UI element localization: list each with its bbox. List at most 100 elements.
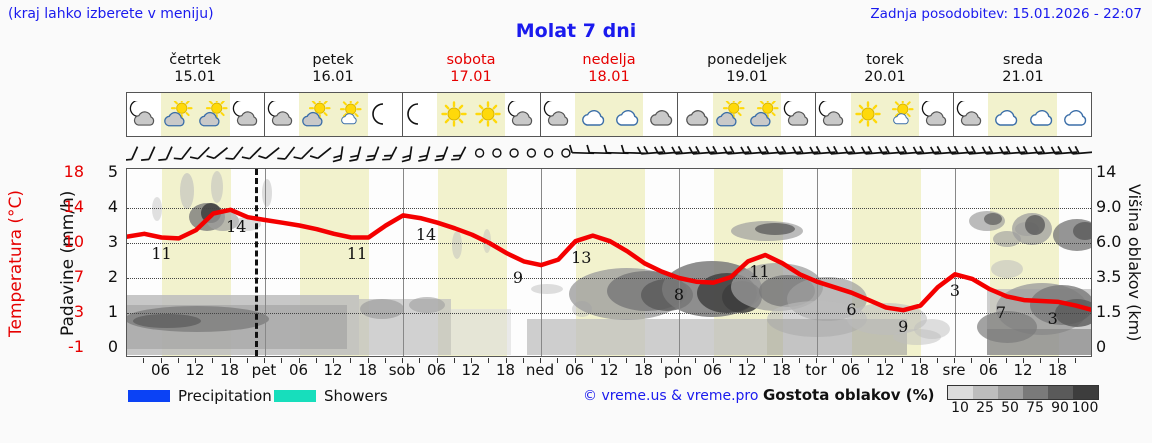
x-axis-tick-mark (867, 358, 869, 363)
icon-day-2 (265, 93, 403, 136)
icon-day-5 (678, 93, 817, 136)
page-title: Molat 7 dni (515, 20, 637, 42)
x-axis-tick-mark (350, 358, 352, 363)
x-axis-tick-mark (919, 358, 921, 363)
cloud-density-colorbar-segment (948, 386, 973, 399)
axis-tick: 4 (107, 197, 118, 216)
cloud-density-field (127, 171, 1091, 355)
x-axis-tick-mark (540, 358, 541, 363)
x-axis-tick-mark (833, 358, 835, 363)
temperature-point-label: 6 (846, 299, 857, 319)
temperature-point-label: 11 (346, 244, 368, 264)
axis-tick: 3 (73, 302, 84, 321)
weather-icon-cell (436, 93, 472, 136)
weather-icon-cell (541, 93, 575, 136)
cloud-density-tick-label: 90 (1051, 400, 1069, 416)
x-axis-tick-mark (591, 358, 593, 363)
precipitation-swatch (128, 390, 170, 402)
day-header-5: ponedeljek 19.01 (678, 52, 816, 92)
x-axis-tick-label: 18 (495, 361, 516, 379)
moon-cloud-icon (921, 99, 951, 129)
x-axis-tick-mark (367, 358, 369, 363)
day-date: 17.01 (450, 69, 492, 85)
cloud-density-colorbar (947, 385, 1099, 400)
moon-cloud-icon (956, 99, 986, 129)
moon-cloud-icon (818, 99, 848, 129)
gridline (127, 313, 1091, 314)
day-header-7: sreda 21.01 (954, 52, 1092, 92)
day-separator (955, 169, 956, 356)
x-axis-tick-label: 06 (426, 361, 447, 379)
gridline (127, 278, 1091, 279)
sun-cloud-icon (301, 96, 331, 129)
weather-icon-cell (816, 93, 850, 136)
day-date: 16.01 (312, 69, 354, 85)
axis-tick: 7 (73, 267, 84, 286)
precipitation-legend-label: Precipitation (178, 387, 272, 405)
weather-icon-cell (643, 93, 677, 136)
moon-cloud-icon (232, 99, 262, 129)
x-axis-tick-label: 18 (357, 361, 378, 379)
sun-cloud-icon (198, 96, 228, 129)
icon-day-4 (541, 93, 679, 136)
temperature-point-label: 13 (571, 248, 592, 268)
day-name: torek (866, 52, 904, 68)
x-axis-tick-label: 12 (185, 361, 205, 379)
x-axis-tick-mark (660, 358, 662, 363)
x-axis-tick-mark (246, 358, 248, 363)
temperature-point-label: 14 (415, 225, 437, 245)
x-axis-tick-mark (626, 358, 628, 363)
temperature-point-label: 9 (898, 317, 909, 337)
x-axis-tick-mark (195, 358, 196, 363)
cloud-density-colorbar-segment (1048, 386, 1073, 399)
weather-icon-cell (781, 93, 815, 136)
day-separator (541, 169, 542, 356)
x-axis-labels: 06 12 18 pet 06 12 18 sob 06 12 18 ned 06 12 18 pon 06 12… (126, 358, 1092, 379)
weather-icon-cell (678, 93, 712, 136)
weather-icon-cell (127, 93, 161, 136)
axis-tick: 2 (107, 267, 118, 286)
x-axis-tick-mark (402, 358, 403, 363)
x-axis-tick-mark (1005, 358, 1007, 363)
x-axis-tick-mark (936, 358, 938, 363)
showers-swatch (274, 390, 316, 402)
cloud-white-icon (577, 101, 607, 129)
weather-icon-cell (746, 93, 782, 136)
day-header-2: petek 16.01 (264, 52, 402, 92)
moon-cloud-icon (507, 99, 537, 129)
x-axis-tick-mark (522, 358, 524, 363)
moon-cloud-icon (267, 99, 297, 129)
showers-legend-label: Showers (324, 387, 388, 405)
cloud-density-colorbar-segment (973, 386, 998, 399)
last-update-label: Zadnja posodobitev: 15.01.2026 - 22:07 (870, 6, 1142, 22)
weather-icon-cell (471, 93, 506, 136)
axis-title-temperature: Temperatura (°C) (6, 189, 26, 337)
axis-tick: 5 (107, 162, 118, 181)
day-header-row: četrtek 15.01 petek 16.01 sobota 17.01 nedelja… (126, 52, 1092, 92)
x-axis-tick-label: 18 (219, 361, 240, 379)
x-axis-tick-mark (747, 358, 748, 363)
cloud-density-tick-label: 25 (976, 400, 994, 416)
location-menu-note[interactable]: (kraj lahko izberete v meniju) (8, 6, 214, 22)
day-name: četrtek (169, 52, 221, 68)
temperature-point-label: 3 (949, 281, 961, 301)
cloud-density-tick-label: 100 (1071, 400, 1099, 416)
copyright-label[interactable]: © vreme.us & vreme.pro (583, 388, 759, 404)
x-axis-tick-mark (712, 358, 714, 363)
weather-icon-cell (850, 93, 885, 136)
axis-tick: 1.5 (1096, 302, 1122, 321)
cloud-density-colorbar-segment (998, 386, 1023, 399)
x-axis-tick-mark (695, 358, 697, 363)
axis-tick: 3 (107, 232, 118, 251)
weather-icon-cell (712, 93, 747, 136)
forecast-plot: 111411149138116937375 (123, 92, 1095, 357)
x-axis-tick-mark (177, 358, 179, 363)
cloud-density-tick-label: 50 (1001, 400, 1019, 416)
x-axis-tick-label: 12 (1013, 361, 1033, 379)
axis-tick: 0 (107, 337, 118, 356)
x-axis-tick-mark (488, 358, 490, 363)
weather-icon-cell (1057, 93, 1091, 136)
sun-icon (439, 100, 469, 129)
x-axis-tick-mark (1023, 358, 1024, 363)
x-axis-tick-label: 18 (771, 361, 792, 379)
